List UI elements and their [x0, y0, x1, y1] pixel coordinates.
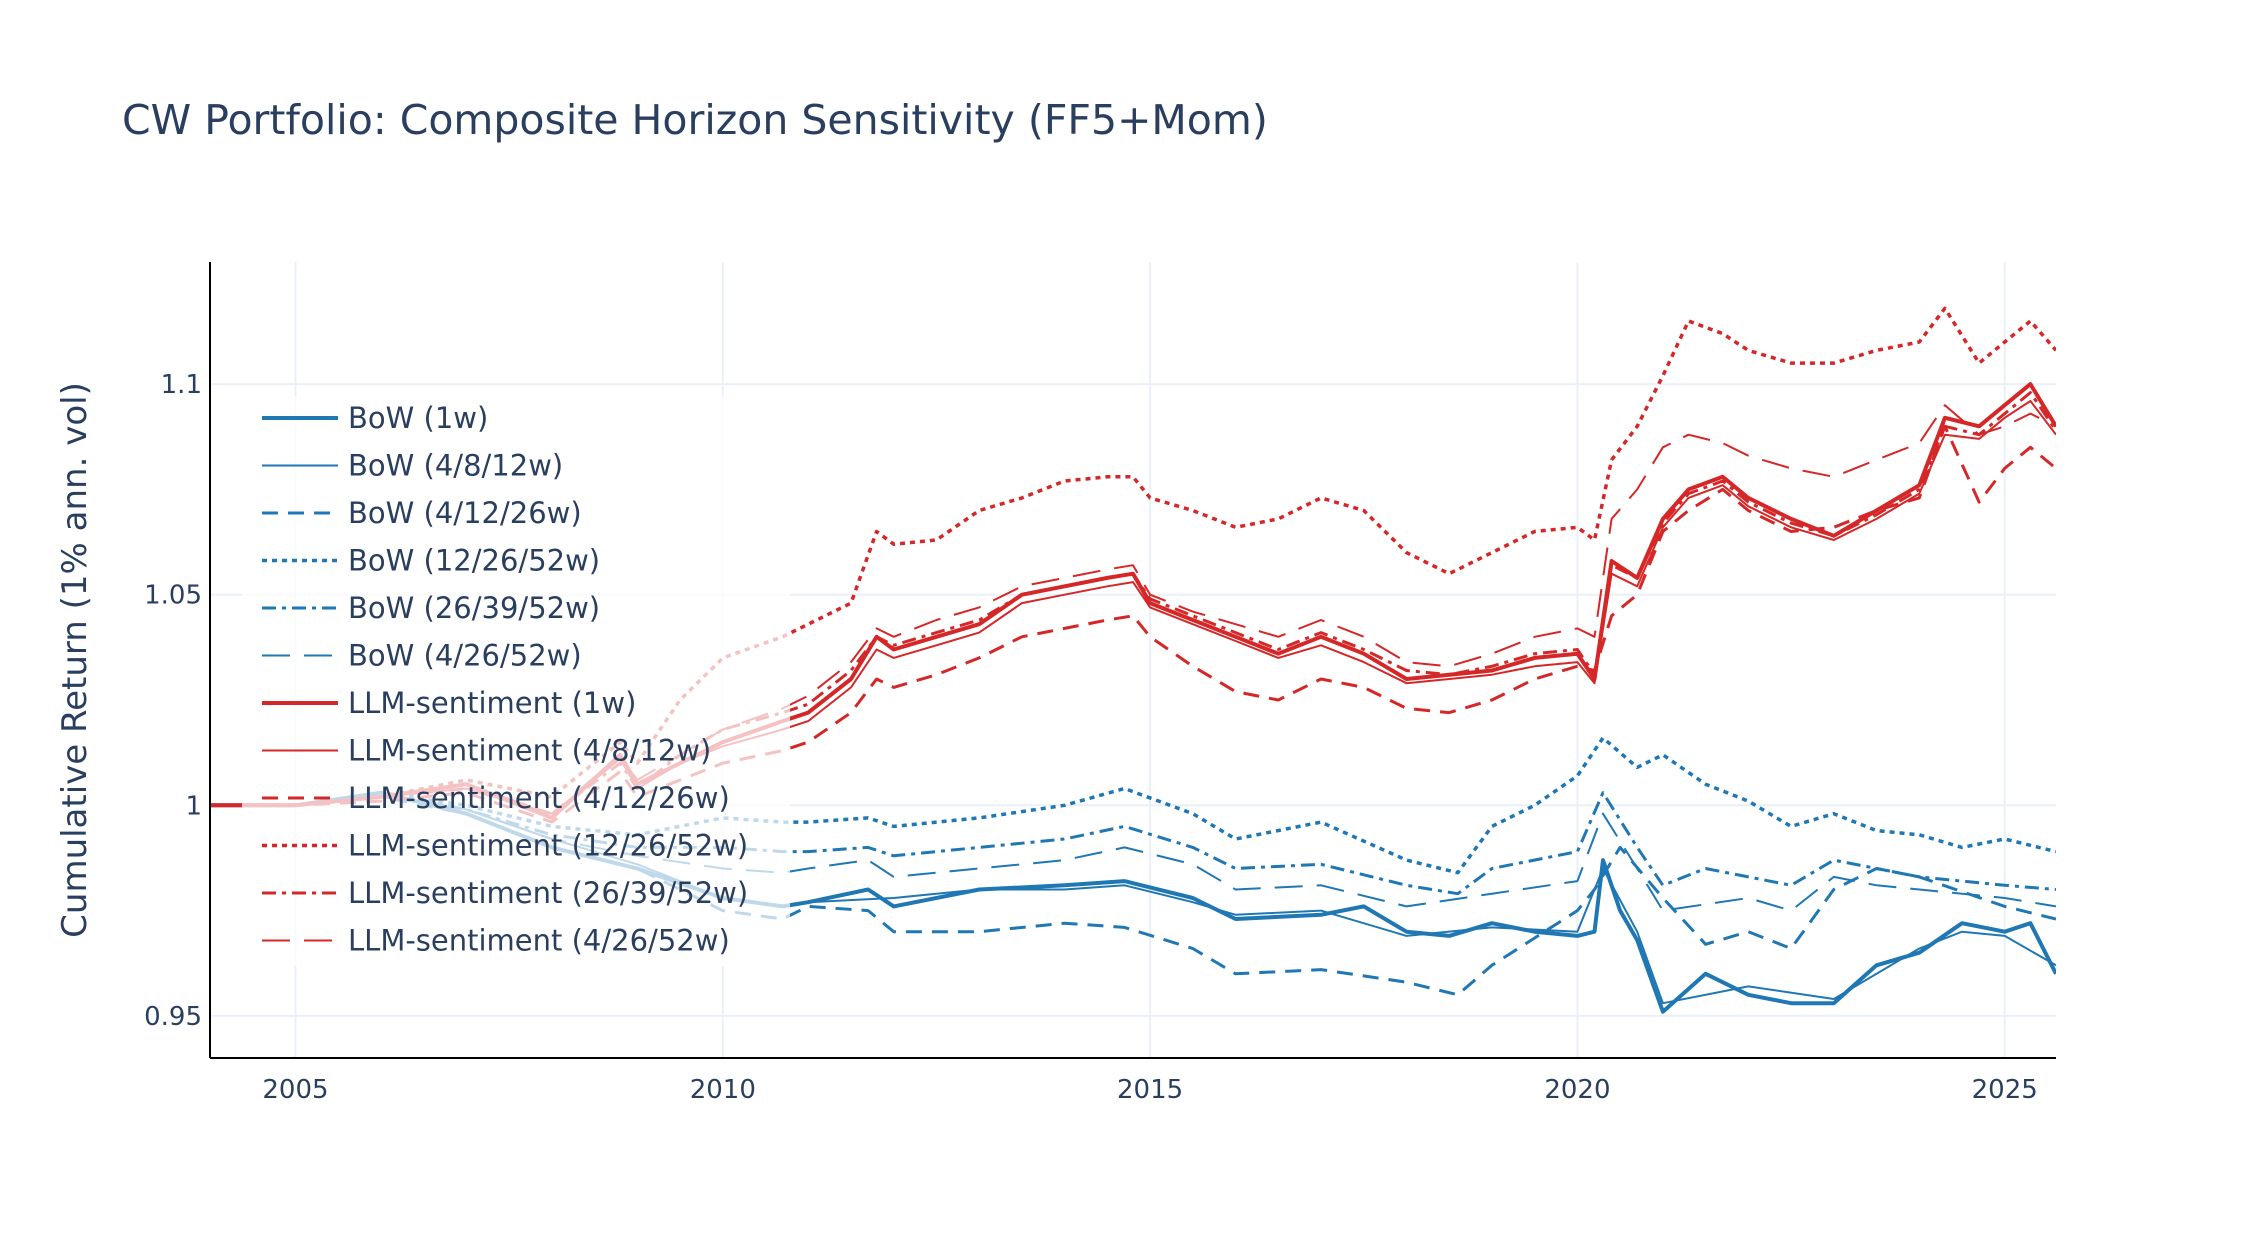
legend-background — [242, 396, 790, 966]
y-tick-label: 1.1 — [161, 370, 202, 400]
legend-item[interactable]: LLM-sentiment (1w) — [262, 686, 636, 720]
legend-label: LLM-sentiment (26/39/52w) — [348, 876, 748, 910]
x-tick-label: 2025 — [1972, 1075, 2038, 1105]
legend-item[interactable]: LLM-sentiment (26/39/52w) — [262, 876, 748, 910]
legend-item[interactable]: BoW (4/12/26w) — [262, 496, 582, 530]
legend-item[interactable]: LLM-sentiment (4/12/26w) — [262, 781, 730, 815]
legend-label: BoW (4/12/26w) — [348, 496, 582, 530]
legend: BoW (1w) BoW (4/8/12w) BoW (4/12/26w) BoW (… — [262, 401, 748, 958]
legend-label: LLM-sentiment (1w) — [348, 686, 636, 720]
legend-label: LLM-sentiment (4/12/26w) — [348, 781, 730, 815]
legend-item[interactable]: LLM-sentiment (4/8/12w) — [262, 734, 711, 768]
x-tick-label: 2020 — [1544, 1075, 1610, 1105]
legend-label: BoW (1w) — [348, 401, 488, 435]
series-line — [210, 736, 2056, 875]
legend-label: BoW (12/26/52w) — [348, 544, 600, 578]
series-line — [210, 791, 2056, 896]
x-tick-label: 2010 — [690, 1075, 756, 1105]
legend-item[interactable]: LLM-sentiment (4/26/52w) — [262, 924, 730, 958]
legend-label: LLM-sentiment (4/8/12w) — [348, 734, 711, 768]
legend-label: BoW (26/39/52w) — [348, 591, 600, 625]
series-line — [210, 424, 2056, 824]
x-tick-label: 2015 — [1117, 1075, 1183, 1105]
legend-label: BoW (4/8/12w) — [348, 449, 563, 483]
legend-item[interactable]: BoW (26/39/52w) — [262, 591, 600, 625]
axes: 2005 2010 2015 2020 2025 0.95 1 1.05 1.1 — [144, 262, 2056, 1105]
legend-label: LLM-sentiment (12/26/52w) — [348, 829, 748, 863]
legend-label: LLM-sentiment (4/26/52w) — [348, 924, 730, 958]
legend-item[interactable]: BoW (4/26/52w) — [262, 639, 582, 673]
legend-item[interactable]: BoW (4/8/12w) — [262, 449, 563, 483]
legend-label: BoW (4/26/52w) — [348, 639, 582, 673]
x-tick-label: 2005 — [262, 1075, 328, 1105]
legend-item[interactable]: BoW (1w) — [262, 401, 488, 435]
y-tick-label: 1 — [185, 791, 202, 821]
y-axis-title: Cumulative Return (1% ann. vol) — [55, 382, 95, 938]
chart-title: CW Portfolio: Composite Horizon Sensitiv… — [122, 96, 1268, 144]
legend-item[interactable]: BoW (12/26/52w) — [262, 544, 600, 578]
legend-item[interactable]: LLM-sentiment (12/26/52w) — [262, 829, 748, 863]
legend-backdrop — [242, 396, 790, 966]
y-tick-label: 1.05 — [144, 581, 202, 611]
y-tick-label: 0.95 — [144, 1002, 202, 1032]
